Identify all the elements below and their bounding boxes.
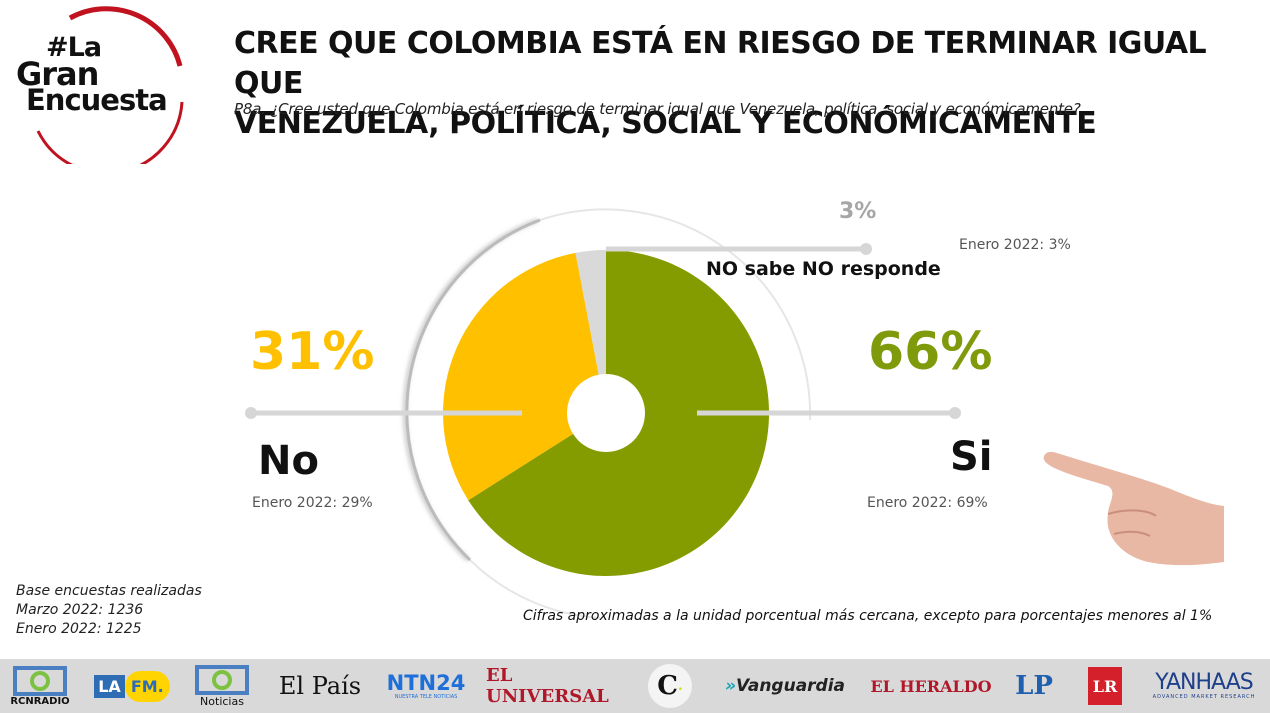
slice-ns <box>575 250 606 413</box>
base-line-1: Base encuestas realizadas <box>16 583 202 599</box>
donut-hole <box>567 374 645 452</box>
ntn24-logo: NTN24 NUESTRA TELE NOTICIAS <box>386 670 466 700</box>
el-colombiano-logo: C. <box>646 659 694 713</box>
title-line-2: VENEZUELA, POLÍTICA, SOCIAL Y ECONÓMICAM… <box>234 106 1097 141</box>
el-pais-logo: El País <box>278 672 362 700</box>
la-republica-logo: LR <box>1084 659 1126 713</box>
la-patria-logo: LP <box>1015 671 1053 701</box>
logo-line-3: Encuesta <box>26 83 168 117</box>
la-gran-encuesta-logo: #La Gran Encuesta <box>10 6 190 164</box>
pie-chart <box>245 208 961 619</box>
rounding-note: Cifras aproximadas a la unidad porcentua… <box>523 608 1213 624</box>
yanhaas-logo: YANHAAS ADVANCED MARKET RESEARCH <box>1152 670 1256 701</box>
base-line-2: Marzo 2022: 1236 <box>16 602 144 618</box>
survey-base-info: Base encuestas realizadas Marzo 2022: 12… <box>16 582 202 639</box>
logo-line-1: #La <box>46 32 102 63</box>
rcn-radio-logo: RCNRADIO <box>8 659 72 713</box>
slice-no <box>443 252 606 501</box>
rcn-noticias-logo: Noticias <box>192 659 252 713</box>
ns-previous: Enero 2022: 3% <box>959 237 1071 253</box>
base-line-3: Enero 2022: 1225 <box>16 621 142 637</box>
question-subtitle: P8a. ¿Cree usted que Colombia está en ri… <box>234 100 1081 118</box>
no-label: No <box>258 438 319 484</box>
si-percentage: 66% <box>868 322 993 382</box>
page-title: CREE QUE COLOMBIA ESTÁ EN RIESGO DE TERM… <box>234 24 1244 144</box>
logo-line-2: Gran <box>16 55 99 93</box>
si-previous: Enero 2022: 69% <box>867 495 988 511</box>
el-heraldo-logo: EL HERALDO <box>870 676 992 696</box>
ns-percentage: 3% <box>839 199 877 224</box>
si-label: Si <box>950 434 993 480</box>
ns-label: NO sabe NO responde <box>706 258 941 280</box>
no-percentage: 31% <box>250 322 375 382</box>
vanguardia-logo: » Vanguardia <box>724 676 846 696</box>
logo-ring-icon <box>36 6 184 164</box>
decorative-arc <box>405 218 541 562</box>
pointing-hand-icon <box>1043 451 1224 566</box>
no-previous: Enero 2022: 29% <box>252 495 373 511</box>
title-line-1: CREE QUE COLOMBIA ESTÁ EN RIESGO DE TERM… <box>234 26 1207 101</box>
el-universal-logo: EL UNIVERSAL <box>486 665 609 707</box>
la-fm-logo: LA FM. <box>92 659 172 713</box>
media-partners-footer: RCNRADIO LA FM. Noticias El País NTN24 N… <box>0 659 1270 713</box>
